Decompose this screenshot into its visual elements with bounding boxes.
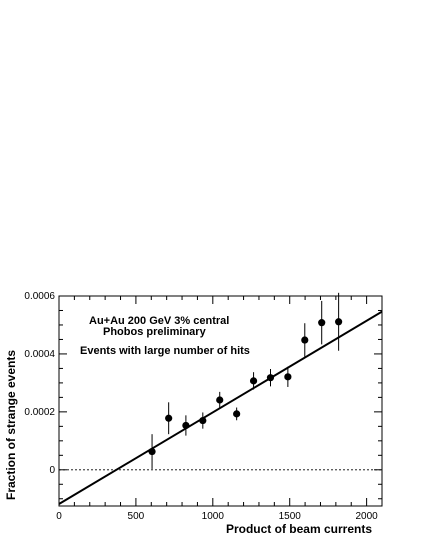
annotation-text: Au+Au 200 GeV 3% central — [89, 315, 229, 327]
data-point — [148, 447, 156, 456]
y-axis-title: Fraction of strange events — [4, 350, 18, 500]
annotation-text: Phobos preliminary — [103, 326, 207, 338]
data-point — [318, 319, 326, 327]
data-point — [249, 377, 258, 385]
data-point — [266, 374, 275, 382]
x-tick-label: 500 — [128, 511, 145, 522]
data-point — [199, 416, 207, 425]
y-tick-label: 0 — [49, 465, 55, 476]
fit-line — [58, 310, 383, 505]
data-point — [182, 421, 190, 430]
plot-border — [58, 295, 383, 507]
data-point — [233, 410, 241, 418]
data-point — [301, 336, 309, 344]
x-tick-label: 1000 — [202, 511, 225, 522]
data-point — [216, 396, 224, 404]
annotation-text: Events with large number of hits — [80, 345, 250, 357]
data-point — [165, 414, 173, 422]
x-axis: 0 500 1000 1500 2000 — [56, 296, 378, 522]
fit-line-group — [58, 310, 383, 505]
x-axis-title: Product of beam currents — [226, 522, 372, 536]
data-points — [148, 292, 343, 469]
plot-frame — [58, 295, 383, 507]
y-tick-label: 0.0002 — [24, 407, 55, 418]
x-tick-label: 2000 — [355, 511, 378, 522]
y-tick-label: 0.0006 — [24, 291, 55, 302]
y-tick-label: 0.0004 — [24, 349, 55, 360]
x-tick-label: 1500 — [279, 511, 302, 522]
x-tick-label: 0 — [56, 511, 62, 522]
data-point — [284, 373, 292, 381]
data-point — [335, 318, 343, 326]
